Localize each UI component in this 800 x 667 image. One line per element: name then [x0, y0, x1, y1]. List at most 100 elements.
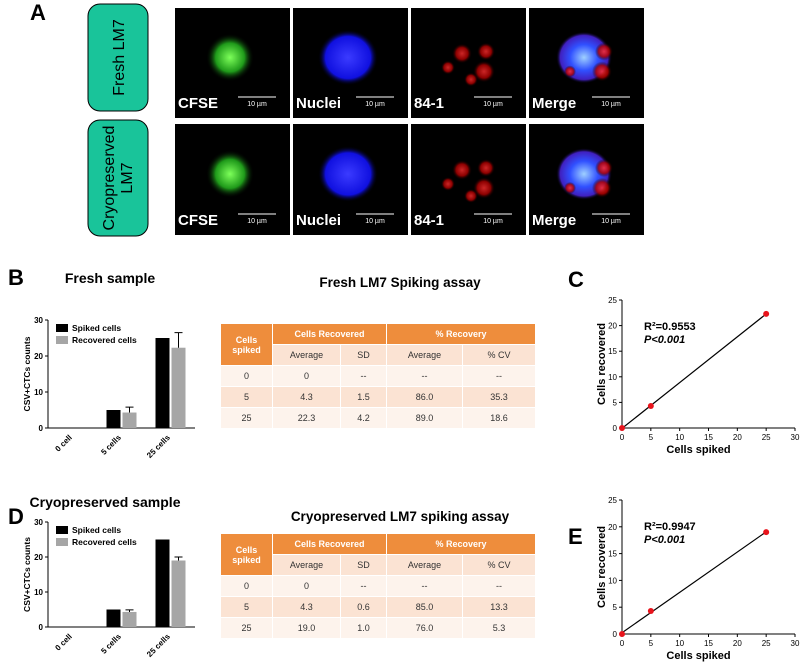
legend-label: Spiked cells [72, 525, 121, 535]
point [647, 607, 654, 614]
table-title: Cryopreserved LM7 spiking assay [291, 509, 510, 524]
scale-bar-label: 10 µm [483, 101, 503, 108]
table: Cells spiked Cells Recovered% Recovery Ave… [220, 533, 537, 639]
subheader-row: Average SD Average% CV [221, 554, 537, 576]
table-cell: -- [462, 575, 537, 597]
header-row: Cells spiked Cells Recovered% Recovery [220, 323, 537, 366]
y-tick-label: 10 [608, 576, 617, 585]
y-tick-label: 15 [608, 550, 617, 559]
bar [171, 347, 186, 428]
table-cell: 4.2 [339, 407, 388, 429]
error-bar [174, 332, 183, 348]
table-cell: 0 [220, 575, 273, 597]
cell-signal [477, 158, 495, 177]
y-tick-label: 20 [608, 523, 617, 532]
x-axis-label: Cells spiked [666, 650, 730, 662]
error-bar [125, 406, 134, 413]
chart-title: Cryopreserved sample [30, 494, 181, 510]
table-cell: 13.3 [462, 596, 537, 618]
table-cell: 85.0 [386, 596, 464, 618]
x-tick-label: 5 [649, 433, 654, 442]
cell-signal [441, 60, 455, 75]
sub-header: Average [386, 554, 464, 576]
table-cell: -- [386, 575, 464, 597]
table-cell: -- [339, 365, 388, 387]
header-row: Cells spiked Cells Recovered% Recovery [220, 533, 537, 576]
cell-signal [441, 176, 455, 191]
table-cell: 25 [220, 407, 273, 429]
table-cell: 89.0 [386, 407, 464, 429]
group-header: % Recovery [386, 323, 537, 345]
cell-signal [473, 176, 495, 199]
cell-signal [464, 188, 478, 203]
x-tick-label: 0 cell [53, 632, 74, 653]
micrograph [411, 124, 526, 235]
annotation: R²=0.9947 [644, 521, 696, 533]
x-tick-label: 20 [733, 639, 742, 648]
fit-line [621, 531, 767, 634]
x-tick-label: 30 [791, 433, 800, 442]
y-tick-label: 20 [34, 352, 43, 361]
error-bar [174, 556, 183, 561]
cell-signal [477, 42, 495, 61]
y-tick-label: 30 [34, 316, 43, 325]
legend-swatch [56, 538, 68, 546]
panel-label: A [30, 0, 46, 25]
y-tick-label: 0 [613, 630, 618, 639]
x-tick-label: 25 [762, 433, 771, 442]
cell-signal [592, 61, 612, 82]
sub-header: % CV [462, 554, 537, 576]
table-cell: 76.0 [386, 617, 464, 639]
data-row: 0 0 -- -- -- [220, 365, 537, 387]
scale-bar-label: 10 µm [601, 101, 621, 108]
legend-label: Recovered cells [72, 335, 137, 345]
legend-label: Spiked cells [72, 323, 121, 333]
data-row: 25 19.0 1.0 76.0 5.3 [220, 617, 537, 639]
point [619, 631, 625, 637]
legend-swatch [56, 526, 68, 534]
x-tick-label: 10 [675, 433, 684, 442]
cell-signal [206, 33, 254, 82]
panel-label: C [568, 267, 584, 292]
row-label: CryopreservedLM7 [101, 126, 136, 231]
table-cell: 22.3 [272, 407, 341, 429]
data-row: 5 4.3 1.5 86.0 35.3 [220, 386, 537, 408]
bar [171, 560, 186, 627]
x-axis-label: Cells spiked [666, 444, 730, 456]
row-label: Fresh LM7 [111, 19, 128, 96]
table-cell: 1.5 [339, 386, 388, 408]
row-label-box [87, 119, 149, 237]
annotation: P<0.001 [644, 334, 685, 346]
table-cell: 0 [272, 365, 341, 387]
y-tick-label: 5 [613, 398, 618, 407]
scale-bar-label: 10 µm [247, 101, 267, 108]
panel-label: B [8, 265, 24, 290]
group-header: % Recovery [386, 533, 537, 555]
bar [155, 338, 170, 428]
table-cell: 0.6 [339, 596, 388, 618]
x-tick-label: 0 [620, 639, 625, 648]
y-tick-label: 25 [608, 496, 617, 505]
scale-bar-label: 10 µm [365, 101, 385, 108]
x-tick-label: 25 cells [145, 632, 172, 659]
bar [122, 412, 137, 428]
y-tick-label: 0 [39, 623, 44, 632]
group-header: Cells Recovered [271, 533, 388, 555]
table-cell: 5 [220, 596, 273, 618]
x-tick-label: 5 cells [99, 632, 123, 656]
table-cell: 86.0 [386, 386, 464, 408]
table-cell: 5.3 [462, 617, 537, 639]
legend-swatch [56, 336, 68, 344]
scale-bar-label: 10 µm [247, 218, 267, 225]
y-axis-label: Cells recovered [596, 323, 608, 405]
cell-signal [464, 72, 478, 87]
y-axis-label: Cells recovered [596, 526, 608, 608]
y-tick-label: 25 [608, 296, 617, 305]
group-header: Cells spiked [220, 533, 273, 576]
fit-line [621, 313, 767, 429]
bar [122, 611, 137, 627]
cell-signal [592, 177, 612, 198]
legend-swatch [56, 324, 68, 332]
sub-header: Average [272, 554, 341, 576]
sub-header: Average [386, 344, 464, 366]
